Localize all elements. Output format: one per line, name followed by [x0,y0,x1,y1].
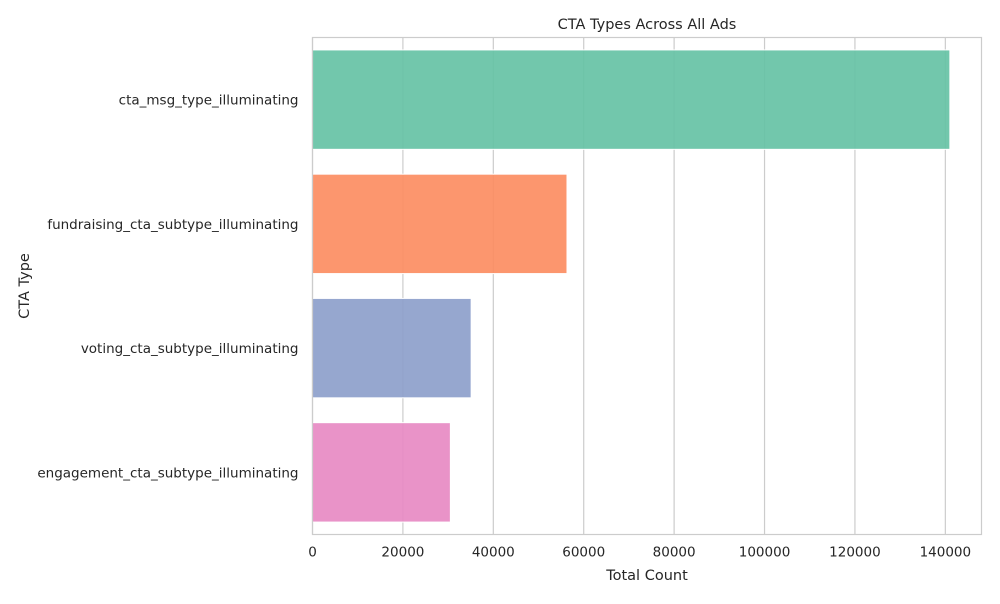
x-tick-label: 140000 [920,545,972,561]
y-axis-label: CTA Type [17,253,33,319]
bars [312,49,951,523]
y-tick-labels: cta_msg_type_illuminating fundraising_cta… [37,93,298,482]
y-tick-label: voting_cta_subtype_illuminating [81,341,299,357]
bar [312,422,451,523]
y-tick-label: engagement_cta_subtype_illuminating [37,465,298,481]
x-tick-label: 120000 [829,545,881,561]
x-tick-label: 60000 [562,545,605,561]
bar [312,173,568,275]
bar [312,49,951,150]
plot-frame [311,36,983,536]
x-tick-label: 0 [308,545,317,561]
chart-title: CTA Types Across All Ads [558,17,737,33]
x-tick-label: 40000 [472,545,515,561]
x-tick-label: 100000 [739,545,791,561]
x-tick-label: 20000 [381,545,424,561]
y-tick-label: fundraising_cta_subtype_illuminating [47,217,298,233]
x-tick-label: 80000 [653,545,696,561]
x-axis-label: Total Count [605,568,688,584]
y-tick-label: cta_msg_type_illuminating [119,93,299,109]
x-tick-labels: 0 20000 40000 60000 80000 100000 120000 140000 [308,545,971,561]
bar [312,297,472,399]
